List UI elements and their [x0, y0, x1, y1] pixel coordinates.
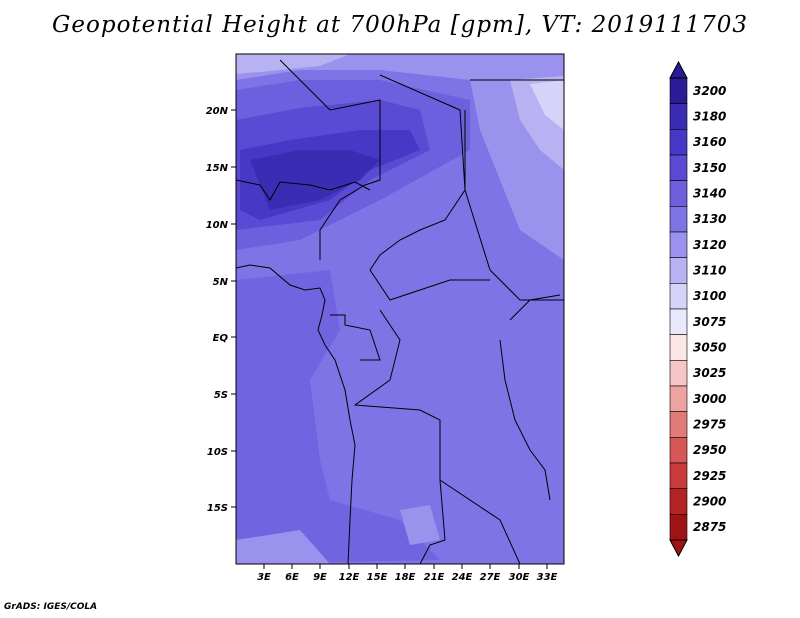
colorbar-swatch: [669, 385, 688, 412]
colorbar-label: 3100: [693, 289, 726, 303]
colorbar-top-arrow: [669, 60, 688, 79]
lat-label: 10N: [206, 220, 229, 231]
lat-label: 20N: [206, 106, 229, 117]
colorbar-swatch: [669, 231, 688, 258]
colorbar-label: 2900: [693, 495, 726, 509]
lon-label: 18E: [395, 572, 416, 583]
map-frame: [235, 53, 565, 565]
colorbar-swatch: [669, 283, 688, 310]
colorbar-swatch: [669, 257, 688, 284]
colorbar-swatch: [669, 488, 688, 515]
colorbar-label: 3180: [693, 110, 726, 124]
lon-label: 21E: [424, 572, 445, 583]
colorbar-swatch: [669, 437, 688, 464]
lon-label: 24E: [452, 572, 473, 583]
colorbar-swatch: [669, 154, 688, 181]
colorbar-label: 3075: [693, 315, 726, 329]
lat-label: 15N: [206, 163, 229, 174]
colorbar-swatch: [669, 334, 688, 361]
colorbar-label: 2950: [693, 443, 726, 457]
colorbar-swatch: [669, 77, 688, 104]
lon-label: 33E: [537, 572, 558, 583]
lat-label: EQ: [213, 333, 229, 344]
colorbar-label: 3110: [693, 264, 726, 278]
colorbar-label: 3200: [693, 84, 726, 98]
colorbar: 3200 3180 3160 3150 3140 3130 3120 3110 3100 3075…: [669, 60, 726, 558]
colorbar-swatch: [669, 129, 688, 156]
lon-label: 3E: [257, 572, 271, 583]
latitude-axis: 20N 15N 10N 5N EQ 5S 10S 15S: [206, 106, 236, 514]
lon-label: 15E: [367, 572, 388, 583]
colorbar-label: 2925: [693, 469, 726, 483]
lat-label: 5S: [214, 390, 228, 401]
colorbar-swatch: [669, 103, 688, 130]
colorbar-label: 3050: [693, 341, 726, 355]
colorbar-swatch: [669, 206, 688, 233]
colorbar-label: 3160: [693, 135, 726, 149]
colorbar-swatch: [669, 360, 688, 387]
lon-label: 6E: [285, 572, 299, 583]
colorbar-label: 3120: [693, 238, 726, 252]
colorbar-swatch: [669, 462, 688, 489]
colorbar-swatch: [669, 308, 688, 335]
longitude-axis: 3E 6E 9E 12E 15E 18E 21E 24E 27E 30E 33E: [257, 564, 558, 583]
lon-label: 12E: [339, 572, 360, 583]
lon-label: 30E: [509, 572, 530, 583]
colorbar-label: 2875: [693, 520, 726, 534]
height-field: [236, 54, 564, 564]
map-title: Geopotential Height at 700hPa [gpm], VT:…: [52, 12, 748, 38]
lat-label: 5N: [213, 277, 229, 288]
lat-label: 15S: [207, 503, 228, 514]
credit-label: GrADS: IGES/COLA: [4, 602, 98, 612]
country-borders: [236, 59, 564, 564]
colorbar-swatch: [669, 180, 688, 207]
colorbar-swatch: [669, 411, 688, 438]
colorbar-swatch: [669, 514, 688, 541]
colorbar-bottom-arrow: [669, 539, 688, 558]
colorbar-label: 3000: [693, 392, 726, 406]
colorbar-label: 3150: [693, 161, 726, 175]
lon-label: 27E: [480, 572, 501, 583]
colorbar-label: 3130: [693, 212, 726, 226]
colorbar-label: 3140: [693, 187, 726, 201]
lat-label: 10S: [207, 447, 228, 458]
colorbar-label: 3025: [693, 366, 726, 380]
colorbar-label: 2975: [693, 418, 726, 432]
lon-label: 9E: [313, 572, 327, 583]
